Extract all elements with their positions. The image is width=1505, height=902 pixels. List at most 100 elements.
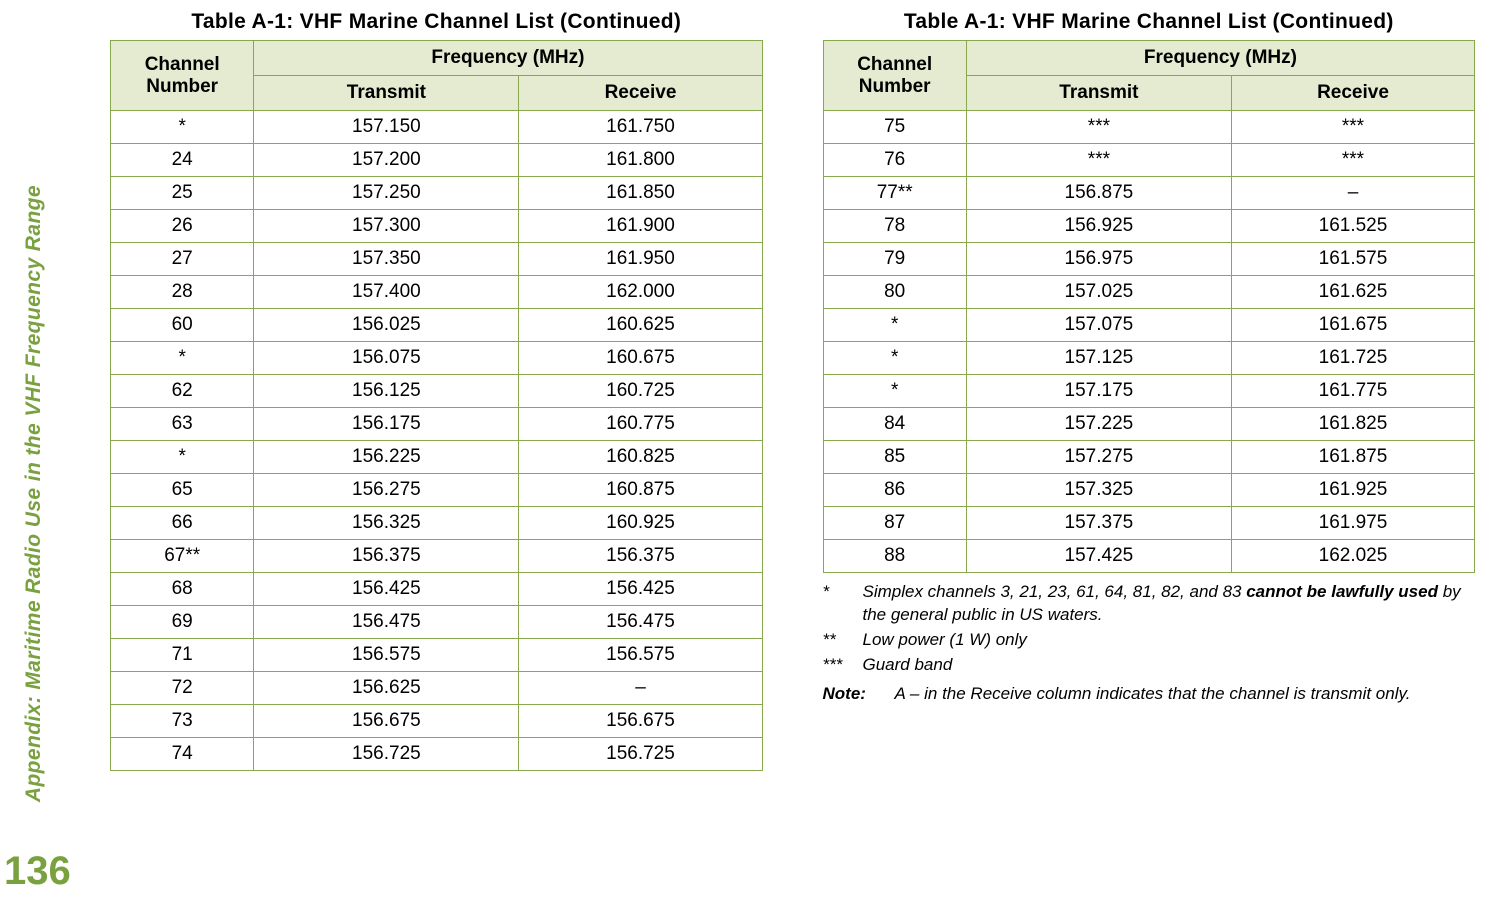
table-title-right: Table A-1: VHF Marine Channel List (Cont…	[823, 10, 1476, 34]
cell-channel: 84	[823, 408, 966, 441]
cell-receive: ***	[1231, 111, 1474, 144]
cell-receive: 162.025	[1231, 540, 1474, 573]
footnote-triplestar: *** Guard band	[823, 654, 1476, 677]
cell-channel: 71	[111, 639, 254, 672]
table-row: 84157.225161.825	[823, 408, 1475, 441]
table-row: 65156.275160.875	[111, 474, 763, 507]
table-row: 26157.300161.900	[111, 210, 763, 243]
cell-transmit: 156.425	[254, 573, 519, 606]
cell-channel: 88	[823, 540, 966, 573]
cell-channel: 77**	[823, 177, 966, 210]
cell-channel: 80	[823, 276, 966, 309]
cell-transmit: 156.925	[966, 210, 1231, 243]
table-row: *157.175161.775	[823, 375, 1475, 408]
cell-receive: 160.775	[519, 408, 762, 441]
cell-channel: 26	[111, 210, 254, 243]
side-label-container: Appendix: Maritime Radio Use in the VHF …	[22, 28, 46, 802]
cell-receive: 161.725	[1231, 342, 1474, 375]
cell-receive: –	[1231, 177, 1474, 210]
cell-channel: 27	[111, 243, 254, 276]
th-transmit: Transmit	[966, 76, 1231, 111]
cell-receive: 161.900	[519, 210, 762, 243]
footnote-triplestar-text: Guard band	[863, 654, 1476, 677]
cell-channel: 78	[823, 210, 966, 243]
cell-receive: 161.525	[1231, 210, 1474, 243]
table-row: 62156.125160.725	[111, 375, 763, 408]
cell-channel: *	[111, 342, 254, 375]
cell-channel: *	[111, 441, 254, 474]
th-transmit: Transmit	[254, 76, 519, 111]
th-freq: Frequency (MHz)	[254, 41, 762, 76]
th-channel: Channel Number	[111, 41, 254, 111]
cell-channel: 65	[111, 474, 254, 507]
cell-transmit: ***	[966, 111, 1231, 144]
cell-receive: 161.950	[519, 243, 762, 276]
table-row: 79156.975161.575	[823, 243, 1475, 276]
cell-transmit: 156.475	[254, 606, 519, 639]
page-number: 136	[4, 849, 71, 894]
cell-receive: 161.925	[1231, 474, 1474, 507]
cell-receive: 161.575	[1231, 243, 1474, 276]
cell-transmit: 157.300	[254, 210, 519, 243]
cell-transmit: 157.275	[966, 441, 1231, 474]
table-row: 88157.425162.025	[823, 540, 1475, 573]
footnote-star-mark: *	[823, 581, 863, 627]
cell-receive: 162.000	[519, 276, 762, 309]
th-receive: Receive	[519, 76, 762, 111]
cell-channel: 87	[823, 507, 966, 540]
cell-channel: 24	[111, 144, 254, 177]
cell-channel: *	[823, 375, 966, 408]
cell-channel: 60	[111, 309, 254, 342]
th-receive: Receive	[1231, 76, 1474, 111]
table-row: 24157.200161.800	[111, 144, 763, 177]
table-row: 68156.425156.425	[111, 573, 763, 606]
th-freq: Frequency (MHz)	[966, 41, 1474, 76]
table-row: 25157.250161.850	[111, 177, 763, 210]
table-row: 63156.175160.775	[111, 408, 763, 441]
cell-channel: 67**	[111, 540, 254, 573]
cell-channel: 62	[111, 375, 254, 408]
note-row: Note: A – in the Receive column indicate…	[823, 683, 1476, 706]
cell-transmit: 156.075	[254, 342, 519, 375]
cell-channel: *	[823, 309, 966, 342]
cell-channel: 72	[111, 672, 254, 705]
table-row: 72156.625–	[111, 672, 763, 705]
table-title-left: Table A-1: VHF Marine Channel List (Cont…	[110, 10, 763, 34]
freq-table-left: Channel Number Frequency (MHz) Transmit …	[110, 40, 763, 771]
cell-receive: 160.675	[519, 342, 762, 375]
cell-transmit: 156.275	[254, 474, 519, 507]
table-row: 78156.925161.525	[823, 210, 1475, 243]
cell-receive: 156.375	[519, 540, 762, 573]
cell-receive: 156.675	[519, 705, 762, 738]
cell-receive: 161.800	[519, 144, 762, 177]
left-tbody: *157.150161.75024157.200161.80025157.250…	[111, 111, 763, 771]
table-row: *157.125161.725	[823, 342, 1475, 375]
cell-channel: 25	[111, 177, 254, 210]
table-row: *156.225160.825	[111, 441, 763, 474]
footnote-star-body: Simplex channels 3, 21, 23, 61, 64, 81, …	[863, 581, 1476, 627]
cell-transmit: 157.200	[254, 144, 519, 177]
cell-channel: 74	[111, 738, 254, 771]
cell-transmit: 157.250	[254, 177, 519, 210]
cell-receive: 161.825	[1231, 408, 1474, 441]
cell-channel: 28	[111, 276, 254, 309]
cell-channel: *	[111, 111, 254, 144]
cell-transmit: 156.675	[254, 705, 519, 738]
cell-channel: 76	[823, 144, 966, 177]
cell-channel: 75	[823, 111, 966, 144]
cell-channel: 66	[111, 507, 254, 540]
cell-transmit: 156.725	[254, 738, 519, 771]
columns: Table A-1: VHF Marine Channel List (Cont…	[0, 0, 1505, 771]
cell-receive: ***	[1231, 144, 1474, 177]
table-row: 74156.725156.725	[111, 738, 763, 771]
cell-transmit: 157.225	[966, 408, 1231, 441]
cell-transmit: 156.175	[254, 408, 519, 441]
cell-transmit: 157.350	[254, 243, 519, 276]
cell-transmit: 157.075	[966, 309, 1231, 342]
table-row: 80157.025161.625	[823, 276, 1475, 309]
table-row: *156.075160.675	[111, 342, 763, 375]
cell-transmit: 156.575	[254, 639, 519, 672]
table-row: 60156.025160.625	[111, 309, 763, 342]
cell-transmit: 157.325	[966, 474, 1231, 507]
cell-transmit: 157.125	[966, 342, 1231, 375]
